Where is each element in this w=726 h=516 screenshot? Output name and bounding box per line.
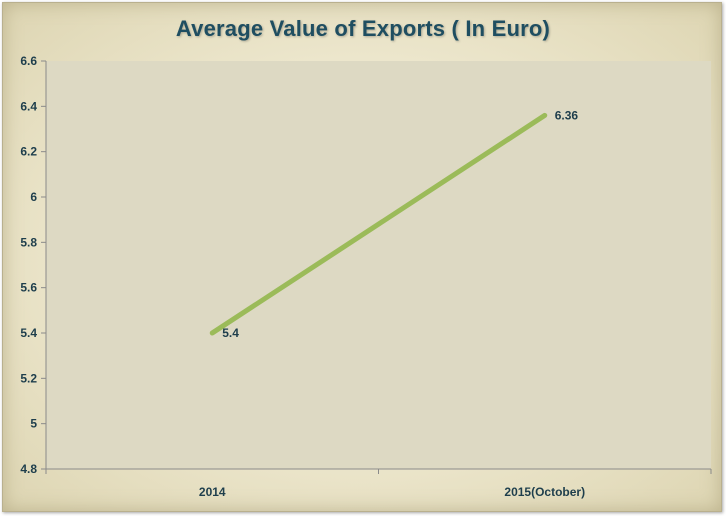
series-line-0 [209, 112, 548, 336]
y-tick-label: 6.6 [20, 54, 37, 68]
y-tick-label: 5 [30, 417, 37, 431]
chart-title: Average Value of Exports ( In Euro) [175, 16, 551, 41]
y-tick-labels: 4.8 5 5.2 5.4 5.6 5.8 6 6.2 6.4 6.6 [20, 54, 46, 476]
y-tick-label: 5.6 [20, 281, 37, 295]
data-label: 5.4 [222, 326, 239, 340]
data-label: 6.36 [555, 108, 579, 122]
x-tick-label: 2015(October) [504, 485, 585, 499]
y-tick-label: 6.4 [20, 99, 37, 113]
x-tick-labels: 2014 2015(October) [45, 469, 712, 499]
data-labels: 5.4 6.36 [222, 108, 578, 340]
y-tick-label: 6.2 [20, 145, 37, 159]
y-tick-label: 4.8 [20, 462, 37, 476]
y-tick-label: 5.2 [20, 371, 37, 385]
plot-area [46, 61, 711, 469]
series-group [209, 112, 548, 336]
y-tick-label: 5.4 [20, 326, 37, 340]
y-tick-label: 5.8 [20, 235, 37, 249]
y-tick-label: 6 [30, 190, 37, 204]
x-tick-label: 2014 [199, 485, 226, 499]
